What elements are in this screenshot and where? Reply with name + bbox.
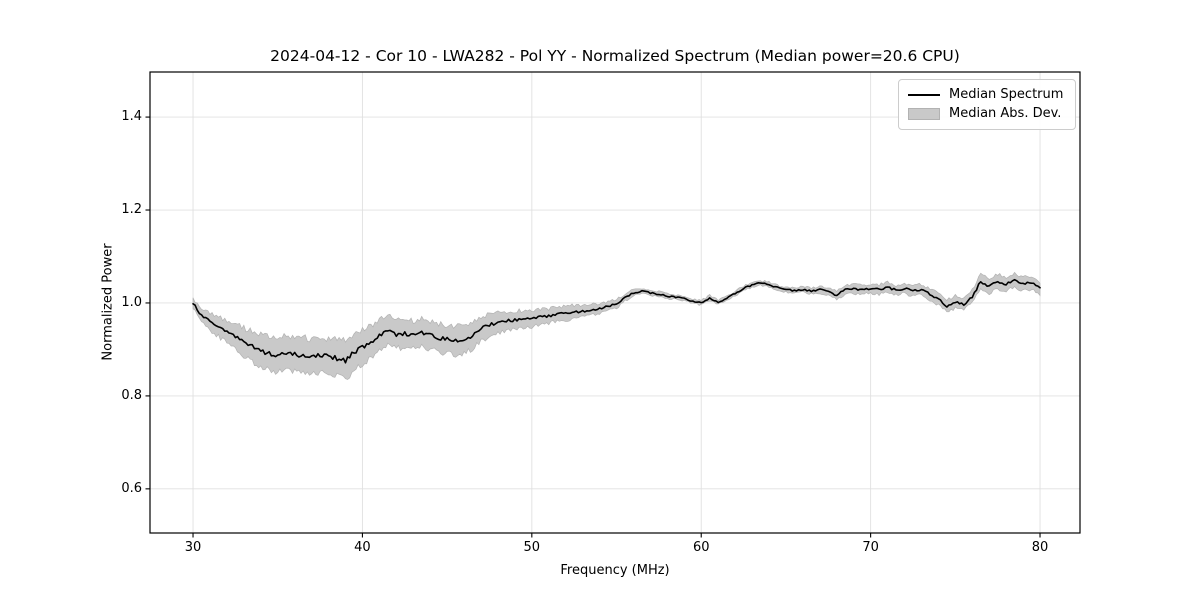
y-tick-label: 1.4: [121, 109, 142, 125]
median-abs-dev-band: [192, 271, 1041, 380]
y-tick-label: 1.2: [121, 202, 142, 218]
x-tick-label: 30: [184, 540, 202, 555]
x-tick-label: 80: [1031, 540, 1049, 555]
x-tick-label: 40: [354, 540, 371, 555]
legend-band-swatch: [908, 107, 940, 120]
x-tick-label: 60: [692, 540, 710, 555]
median-spectrum-line: [192, 278, 1041, 364]
y-tick-label: 0.8: [121, 387, 142, 403]
legend-label: Median Abs. Dev.: [949, 106, 1062, 121]
legend-entry-median-abs-dev: Median Abs. Dev.: [908, 104, 1066, 123]
legend-entry-median-spectrum: Median Spectrum: [908, 85, 1066, 104]
x-tick-label: 70: [862, 540, 879, 555]
x-axis-label: Frequency (MHz): [560, 563, 670, 578]
legend-label: Median Spectrum: [949, 87, 1064, 102]
chart-title: 2024-04-12 - Cor 10 - LWA282 - Pol YY - …: [270, 47, 960, 65]
y-tick-label: 1.0: [121, 294, 142, 310]
x-tick-label: 50: [523, 540, 541, 555]
legend-line-swatch: [908, 93, 940, 96]
legend: Median Spectrum Median Abs. Dev.: [898, 79, 1076, 130]
y-tick-label: 0.6: [121, 480, 142, 496]
